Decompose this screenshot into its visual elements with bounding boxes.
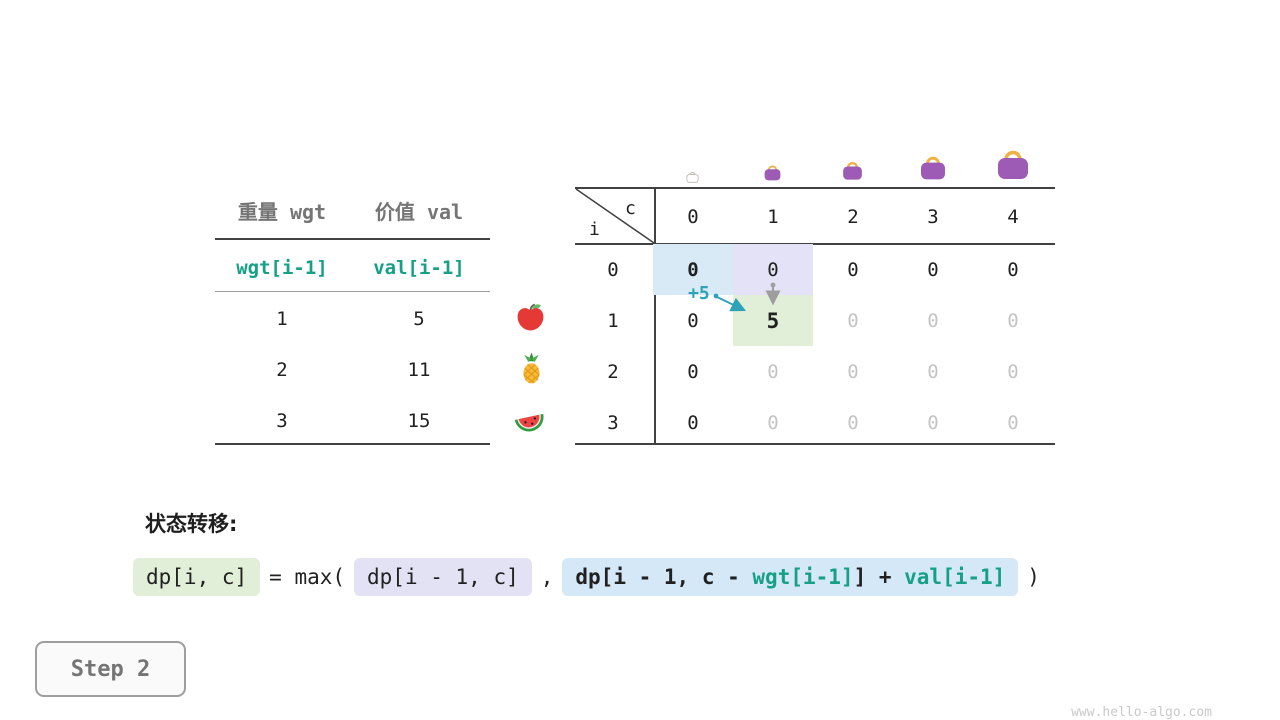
- wgt-variable-cell: wgt[i-1]: [236, 257, 328, 279]
- dp-cell-3-1: 0: [767, 411, 779, 434]
- row-header-3: 3: [607, 411, 619, 434]
- dp-table-bottom-border: [575, 443, 1055, 445]
- row-header-0: 0: [607, 258, 619, 281]
- dp-cell-3-0: 0: [687, 411, 699, 434]
- row-header-2: 2: [607, 360, 619, 383]
- corner-diagonal-line: [575, 188, 655, 244]
- item-3-value: 15: [407, 410, 431, 432]
- dp-cell-3-4: 0: [1007, 411, 1019, 434]
- formula-option-take: dp[i - 1, c - wgt[i-1]] + val[i-1]: [562, 558, 1019, 596]
- corner-c-label: c: [625, 198, 636, 219]
- dp-cell-2-2: 0: [847, 360, 859, 383]
- row-header-1: 1: [607, 309, 619, 332]
- dp-cell-2-3: 0: [927, 360, 939, 383]
- bag-medium-icon: [840, 159, 865, 184]
- bag-small-icon: [762, 163, 783, 185]
- items-table-inner-border: [215, 291, 490, 292]
- col-header-4: 4: [1007, 206, 1019, 228]
- dp-cell-3-3: 0: [927, 411, 939, 434]
- pineapple-icon: [517, 352, 546, 389]
- dp-cell-1-3: 0: [927, 309, 939, 332]
- item-1-weight: 1: [276, 308, 288, 330]
- dp-cell-3-2: 0: [847, 411, 859, 434]
- apple-icon: [515, 302, 546, 337]
- weight-column-header: 重量 wgt: [237, 200, 327, 224]
- transition-formula: dp[i, c] = max( dp[i - 1, c] , dp[i - 1,…: [133, 558, 1049, 596]
- dp-cell-0-3: 0: [927, 258, 939, 281]
- watermelon-icon: [513, 405, 546, 440]
- col-header-1: 1: [767, 206, 779, 228]
- col-header-2: 2: [847, 206, 859, 228]
- step-badge: Step 2: [35, 641, 186, 697]
- option-take-wgt-part: wgt[i-1]: [752, 565, 854, 589]
- item-3-weight: 3: [276, 410, 288, 432]
- val-variable-cell: val[i-1]: [373, 257, 465, 279]
- state-transition-label: 状态转移:: [145, 512, 238, 536]
- col-header-3: 3: [927, 206, 939, 228]
- dp-cell-1-1: 5: [733, 295, 813, 346]
- dp-cell-2-0: 0: [687, 360, 699, 383]
- watermark: www.hello-algo.com: [1071, 705, 1212, 720]
- option-take-dp-part: dp[i - 1, c -: [575, 565, 753, 589]
- items-table-bottom-border: [215, 443, 490, 445]
- dp-cell-1-0: 0: [687, 309, 699, 332]
- dp-cell-2-1: 0: [767, 360, 779, 383]
- dp-cell-1-2: 0: [847, 309, 859, 332]
- dp-cell-0-4: 0: [1007, 258, 1019, 281]
- option-take-bracket-part: ] +: [853, 565, 905, 589]
- bag-empty-icon: [685, 168, 700, 187]
- col-header-0: 0: [687, 206, 699, 228]
- dp-table-header-border: [575, 243, 1055, 245]
- value-column-header: 价值 val: [374, 200, 464, 224]
- formula-option-inherit: dp[i - 1, c]: [354, 558, 532, 596]
- formula-comma: ,: [540, 565, 554, 589]
- dp-cell-1-4: 0: [1007, 309, 1019, 332]
- dp-cell-0-1: 0: [733, 244, 813, 295]
- formula-lhs: dp[i, c]: [133, 558, 261, 596]
- items-table-header-border: [215, 238, 490, 240]
- dp-cell-0-0: 0: [653, 244, 733, 295]
- step-badge-label: Step 2: [70, 656, 151, 682]
- corner-i-label: i: [589, 219, 600, 240]
- formula-close-paren: ): [1027, 565, 1040, 589]
- dp-table-top-border: [575, 187, 1055, 189]
- item-1-value: 5: [413, 308, 425, 330]
- item-2-value: 11: [407, 359, 431, 381]
- dp-cell-2-4: 0: [1007, 360, 1019, 383]
- bag-xlarge-icon: [993, 146, 1033, 184]
- dp-table-vertical-border: [654, 188, 656, 445]
- plus-five-annotation: +5: [688, 283, 710, 304]
- bag-large-icon: [917, 153, 949, 184]
- dp-cell-0-2: 0: [847, 258, 859, 281]
- item-2-weight: 2: [276, 359, 288, 381]
- option-take-val-part: val[i-1]: [904, 565, 1006, 589]
- formula-eq-max: = max(: [269, 565, 346, 589]
